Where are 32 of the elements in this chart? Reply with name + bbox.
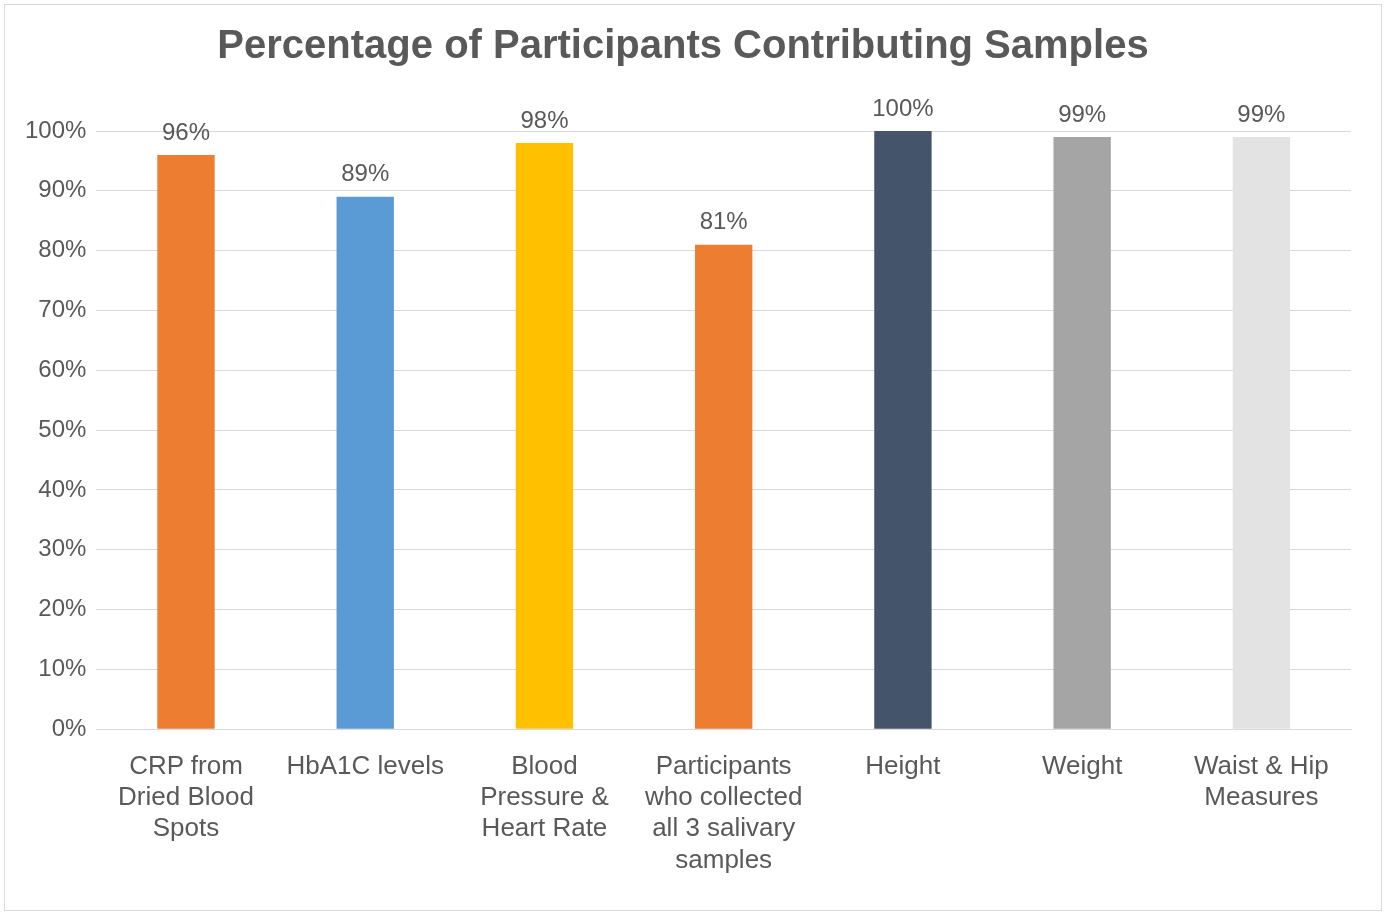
- x-tick-label: Blood Pressure & Heart Rate: [480, 749, 609, 843]
- bar: [515, 142, 574, 729]
- y-tick-label: 70%: [38, 295, 87, 323]
- bar: [1053, 136, 1111, 729]
- y-tick-label: 20%: [38, 594, 87, 622]
- x-tick-label: Participants who collected all 3 salivary samples: [643, 749, 803, 874]
- x-tick-label: CRP from Dried Blood Spots: [118, 749, 254, 843]
- bar: [336, 196, 394, 729]
- x-tick-label: HbA1C levels: [286, 749, 444, 780]
- y-tick-label: 60%: [38, 354, 87, 382]
- y-tick-label: 90%: [38, 175, 87, 203]
- data-label: 100%: [872, 93, 934, 121]
- data-label: 99%: [1237, 99, 1286, 127]
- x-tick-label: Weight: [1041, 749, 1124, 780]
- y-tick-label: 10%: [38, 654, 87, 682]
- bar: [157, 154, 215, 729]
- y-tick-label: 30%: [38, 534, 87, 562]
- data-label: 81%: [699, 207, 748, 235]
- data-label: 89%: [341, 159, 390, 187]
- y-tick-label: 100%: [24, 115, 87, 143]
- data-label: 96%: [161, 117, 211, 145]
- x-tick-label: Height: [865, 749, 942, 780]
- data-label: 99%: [1058, 99, 1107, 127]
- y-tick-label: 80%: [38, 235, 87, 263]
- bar: [874, 131, 932, 729]
- x-tick-label: Waist & Hip Measures: [1193, 749, 1329, 812]
- chart-title: Percentage of Participants Contributing Samples: [217, 22, 1149, 67]
- y-tick-label: 0%: [51, 713, 87, 741]
- data-label: 98%: [520, 105, 569, 133]
- bar: [695, 244, 753, 729]
- y-tick-label: 50%: [38, 414, 87, 442]
- y-tick-label: 40%: [38, 474, 87, 502]
